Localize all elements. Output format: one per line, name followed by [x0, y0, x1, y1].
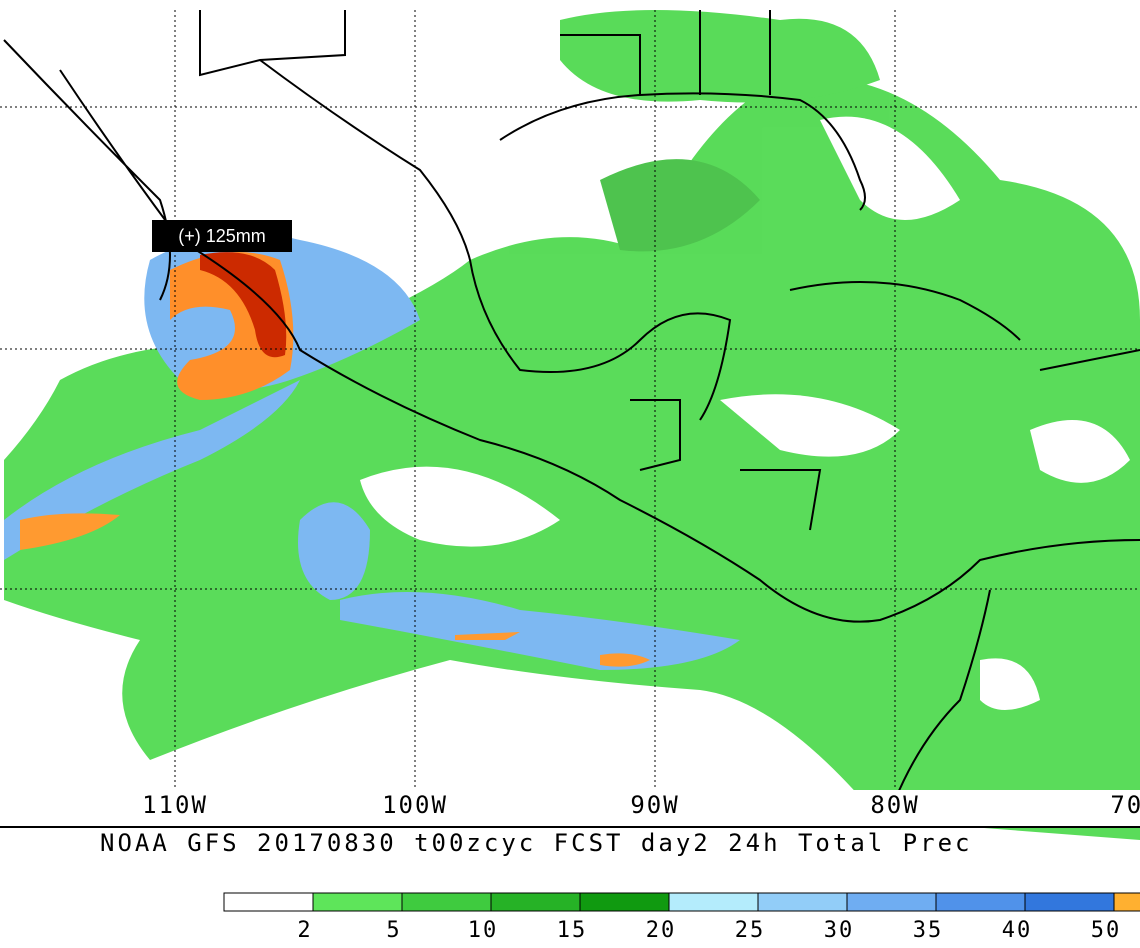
colorbar-swatch	[401, 892, 492, 912]
colorbar-swatch	[668, 892, 759, 912]
caption: NOAA GFS 20170830 t00zcyc FCST day2 24h …	[100, 829, 972, 857]
colorbar-label: 40	[1002, 918, 1033, 943]
colorbar-label: 15	[557, 918, 588, 943]
colorbar-swatch	[579, 892, 670, 912]
colorbar-label: 5	[386, 918, 401, 943]
colorbar: 2 5 10 15 20 25 30 35 40 50	[223, 892, 1140, 943]
longitude-label: 110W	[142, 791, 208, 819]
precip-green	[4, 10, 1140, 840]
precip-heavy	[20, 252, 650, 667]
colorbar-label: 2	[297, 918, 312, 943]
annotation: (+) 125mm	[178, 226, 266, 246]
colorbar-swatch	[1113, 892, 1140, 912]
colorbar-swatch	[1024, 892, 1115, 912]
colorbar-swatch	[312, 892, 403, 912]
colorbar-label: 10	[468, 918, 499, 943]
colorbar-swatch	[757, 892, 848, 912]
longitude-label: 80W	[870, 791, 919, 819]
colorbar-label: 30	[824, 918, 855, 943]
colorbar-swatch	[223, 892, 314, 912]
colorbar-label: 20	[646, 918, 677, 943]
precip-white-gaps	[360, 116, 1130, 710]
label-strip	[0, 790, 1140, 826]
longitude-label: 100W	[382, 791, 448, 819]
colorbar-label: 50	[1091, 918, 1122, 943]
colorbar-label: 35	[913, 918, 944, 943]
longitude-label: 90W	[630, 791, 679, 819]
colorbar-swatch	[846, 892, 937, 912]
colorbar-label: 25	[735, 918, 766, 943]
colorbar-swatch	[490, 892, 581, 912]
longitude-label: 70W	[1110, 791, 1140, 819]
coastlines	[3, 10, 1140, 801]
gridlines	[0, 10, 1140, 790]
annotation-box	[152, 220, 292, 252]
colorbar-swatch	[935, 892, 1026, 912]
longitude-labels: 110W 100W 90W 80W 70W	[142, 791, 1140, 819]
